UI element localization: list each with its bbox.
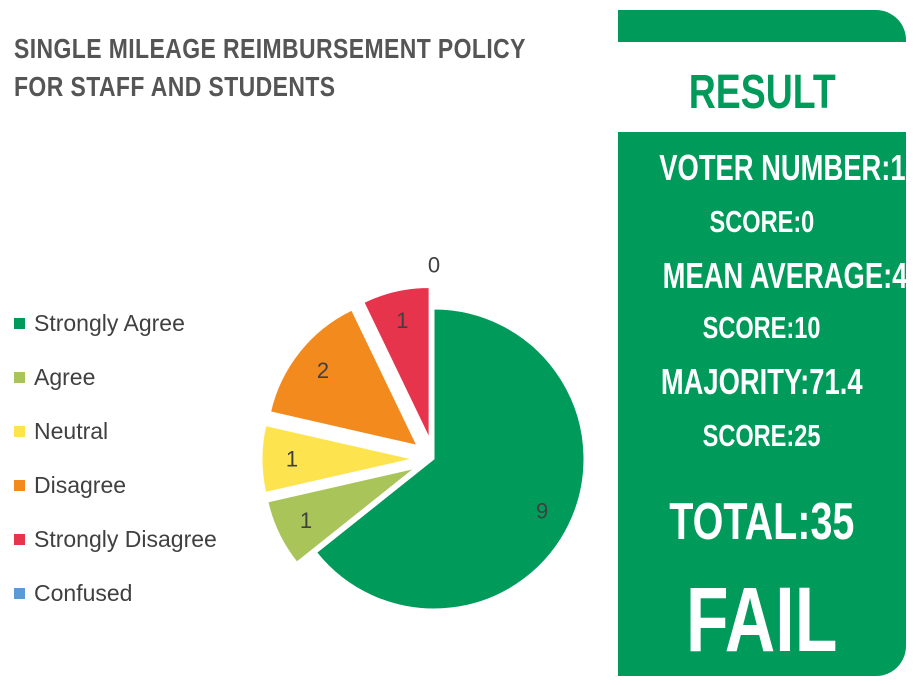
pie-slice — [363, 287, 430, 438]
verdict: FAIL — [686, 569, 838, 671]
voter-number: VOTER NUMBER:14 — [659, 147, 916, 188]
chart-title-line-2: FOR STAFF AND STUDENTS — [14, 71, 336, 102]
chart-title-line-1: SINGLE MILEAGE REIMBURSEMENT POLICY — [14, 33, 526, 64]
legend-swatch — [14, 479, 25, 491]
legend-item: Confused — [14, 566, 254, 620]
legend-label: Confused — [34, 579, 133, 606]
legend-swatch — [14, 587, 25, 599]
legend-label: Disagree — [34, 471, 127, 498]
pie-slice — [269, 309, 418, 447]
legend-swatch — [14, 533, 25, 545]
pie-slice — [261, 425, 413, 493]
pie-slice — [316, 308, 585, 610]
legend-item: Strongly Disagree — [14, 512, 254, 566]
legend-swatch — [14, 371, 25, 383]
legend-label: Strongly Disagree — [34, 525, 217, 552]
majority-score: SCORE:25 — [703, 418, 821, 453]
mean-average: MEAN AVERAGE:4.07 — [662, 255, 916, 296]
pie-data-label: 1 — [396, 308, 408, 333]
pie-data-label: 0 — [428, 253, 440, 278]
pie-data-label: 1 — [300, 508, 312, 533]
pie-data-label: 2 — [317, 358, 329, 383]
pie-data-label: 1 — [286, 447, 298, 472]
legend-item: Agree — [14, 350, 254, 404]
legend-swatch — [14, 317, 25, 329]
legend-item: Disagree — [14, 458, 254, 512]
chart-title: SINGLE MILEAGE REIMBURSEMENT POLICY FOR … — [14, 30, 526, 106]
legend-item: Strongly Agree — [14, 296, 254, 350]
total-score: TOTAL:35 — [669, 493, 855, 551]
legend-label: Neutral — [34, 417, 109, 444]
result-panel: VOTER NUMBER:14 SCORE:0 MEAN AVERAGE:4.0… — [618, 132, 916, 676]
legend-swatch — [14, 425, 25, 437]
pie-slice — [267, 468, 415, 563]
mean-score: SCORE:10 — [703, 310, 821, 345]
result-heading: RESULT — [618, 58, 906, 128]
chart-legend: Strongly Agree Agree Neutral Disagree Strong… — [14, 296, 254, 620]
legend-item: Neutral — [14, 404, 254, 458]
legend-label: Agree — [34, 363, 96, 390]
pie-data-label: 9 — [536, 499, 548, 524]
voter-score: SCORE:0 — [709, 204, 815, 239]
result-heading-text: RESULT — [688, 66, 836, 119]
result-panel-header-bar — [618, 10, 906, 42]
majority: MAJORITY:71.4 — [661, 361, 863, 402]
legend-label: Strongly Agree — [34, 309, 185, 336]
